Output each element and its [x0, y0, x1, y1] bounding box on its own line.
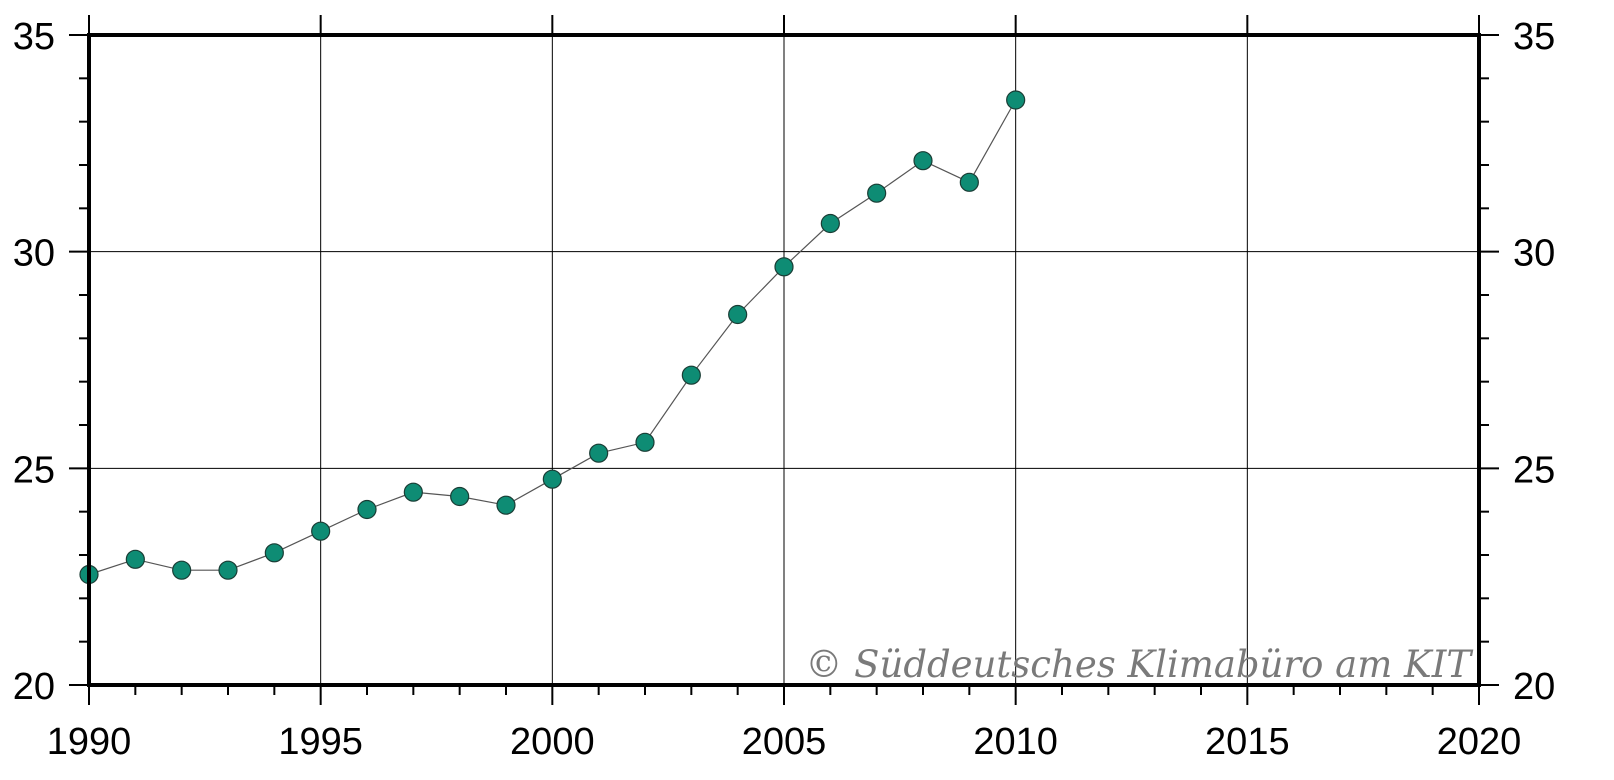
y-tick-label-left: 20: [13, 666, 55, 708]
y-tick-label-right: 35: [1513, 16, 1555, 58]
data-point: [635, 432, 655, 452]
data-point: [125, 549, 145, 569]
data-point: [1006, 90, 1026, 110]
data-point: [774, 257, 794, 277]
data-point: [218, 560, 238, 580]
data-point: [867, 183, 887, 203]
data-point: [450, 486, 470, 507]
y-tick-label-left: 35: [13, 16, 55, 58]
data-point: [728, 304, 748, 325]
x-tick-label: 2005: [742, 721, 827, 763]
series-points: [79, 90, 1026, 585]
data-point: [264, 543, 284, 563]
data-point: [496, 495, 516, 515]
data-point: [542, 469, 562, 489]
copyright-annotation: © Süddeutsches Klimabüro am KIT: [805, 643, 1473, 686]
data-point: [589, 443, 609, 463]
y-tick-label-left: 25: [13, 449, 55, 491]
data-point: [959, 172, 979, 192]
y-tick-label-right: 25: [1513, 449, 1555, 491]
data-point: [681, 365, 701, 385]
x-tick-label: 2010: [973, 721, 1058, 763]
data-point: [403, 482, 423, 502]
data-point: [357, 499, 377, 520]
y-tick-label-left: 30: [13, 233, 55, 275]
x-tick-label: 2020: [1437, 721, 1522, 763]
data-point: [311, 521, 331, 541]
x-tick-label: 1990: [47, 721, 132, 763]
axis-ticks: [69, 15, 1499, 705]
data-point: [820, 213, 840, 234]
grid: [89, 35, 1479, 685]
x-tick-label: 2015: [1205, 721, 1290, 763]
data-point: [172, 560, 192, 580]
x-tick-label: 1995: [278, 721, 363, 763]
y-tick-label-right: 30: [1513, 233, 1555, 275]
y-tick-label-right: 20: [1513, 666, 1555, 708]
x-tick-label: 2000: [510, 721, 595, 763]
data-point: [913, 151, 933, 171]
